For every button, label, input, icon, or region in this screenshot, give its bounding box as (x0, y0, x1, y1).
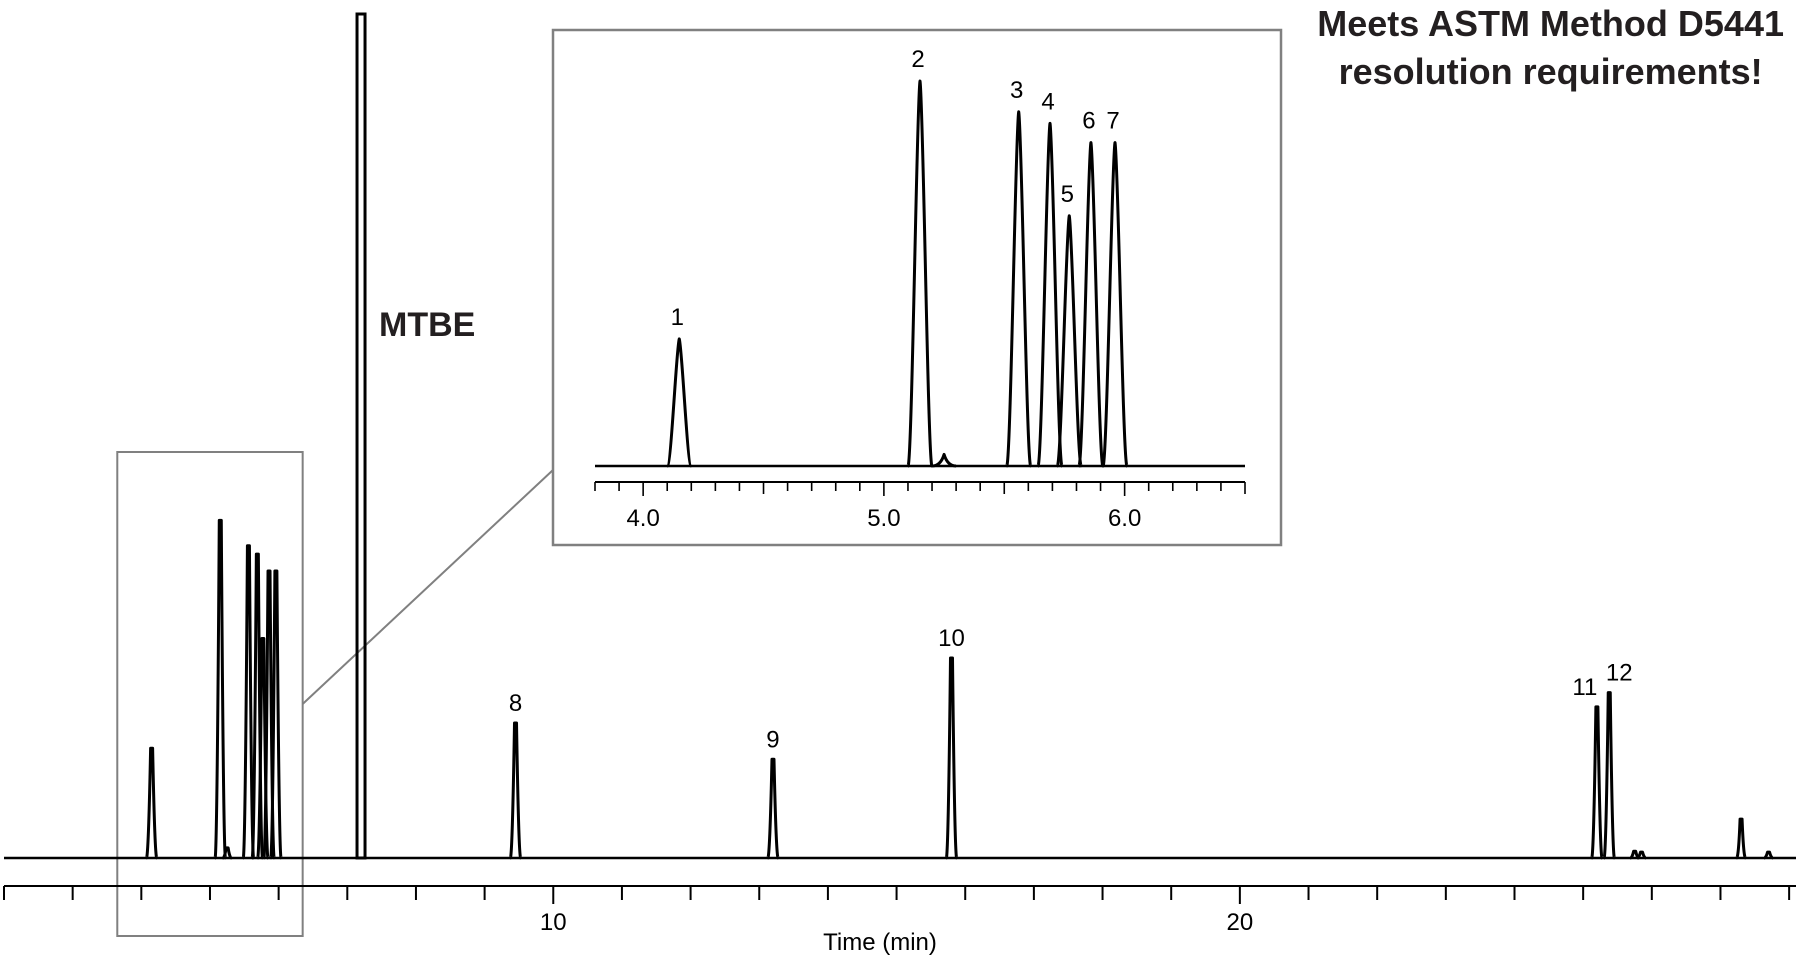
peak-mtbe (355, 12, 367, 860)
peak-minor-0 (144, 746, 159, 860)
inset-peak-label-7: 7 (1106, 108, 1119, 135)
peak-label-mtbe: MTBE (379, 306, 475, 344)
peak-label-10: 10 (938, 625, 965, 652)
peak-minor-5 (256, 637, 270, 860)
zoom-region-box (116, 451, 304, 937)
inset-peak-1 (665, 337, 693, 468)
inset-peak-minor-2 (932, 452, 957, 468)
peak-minor-7 (269, 569, 283, 860)
peak-minor-2 (222, 846, 233, 860)
peak-label-12: 12 (1606, 660, 1633, 687)
inset-peak-label-4: 4 (1041, 88, 1054, 115)
peak-8 (508, 721, 523, 860)
peak-minor-16 (1735, 817, 1748, 860)
resolution-note-line1: Meets ASTM Method D5441 (1317, 3, 1784, 44)
inset-peak-2 (906, 79, 934, 468)
inset-peak-4 (1036, 121, 1064, 468)
resolution-note-line2: resolution requirements! (1338, 51, 1763, 92)
resolution-note: Meets ASTM Method D5441 resolution requi… (1317, 0, 1784, 96)
inset-tick-label-6.0: 6.0 (1108, 505, 1141, 532)
x-tick-label-10: 10 (540, 909, 567, 936)
peak-12 (1602, 691, 1616, 860)
peak-label-11: 11 (1572, 674, 1597, 701)
inset-chromatogram: 1 2 3 4 5 6 7 4.0 5.0 6.0 (551, 28, 1283, 547)
peak-11 (1590, 705, 1604, 860)
zoom-connector-line (301, 469, 554, 705)
inset-peak-label-5: 5 (1061, 181, 1074, 208)
inset-peak-7 (1101, 141, 1129, 468)
x-tick-label-20: 20 (1227, 909, 1254, 936)
x-axis-title: Time (min) (823, 929, 937, 956)
inset-tick-label-4.0: 4.0 (626, 505, 659, 532)
peak-minor-15 (1636, 850, 1647, 860)
inset-peak-label-3: 3 (1010, 77, 1023, 104)
peak-minor-4 (250, 552, 265, 860)
peak-minor-17 (1763, 850, 1774, 860)
inset-frame (551, 28, 1283, 547)
inset-peak-label-6: 6 (1082, 108, 1095, 135)
inset-peak-label-2: 2 (911, 46, 924, 73)
peak-label-8: 8 (509, 690, 522, 717)
peak-minor-1 (213, 518, 227, 860)
peak-9 (766, 757, 780, 860)
inset-peak-3 (1005, 110, 1033, 468)
peak-10 (944, 656, 959, 860)
inset-peak-label-1: 1 (671, 304, 684, 331)
peak-label-9: 9 (766, 726, 779, 753)
inset-peak-5 (1055, 214, 1083, 468)
peak-minor-3 (241, 544, 256, 860)
inset-peak-6 (1077, 141, 1105, 468)
inset-tick-label-5.0: 5.0 (867, 505, 900, 532)
